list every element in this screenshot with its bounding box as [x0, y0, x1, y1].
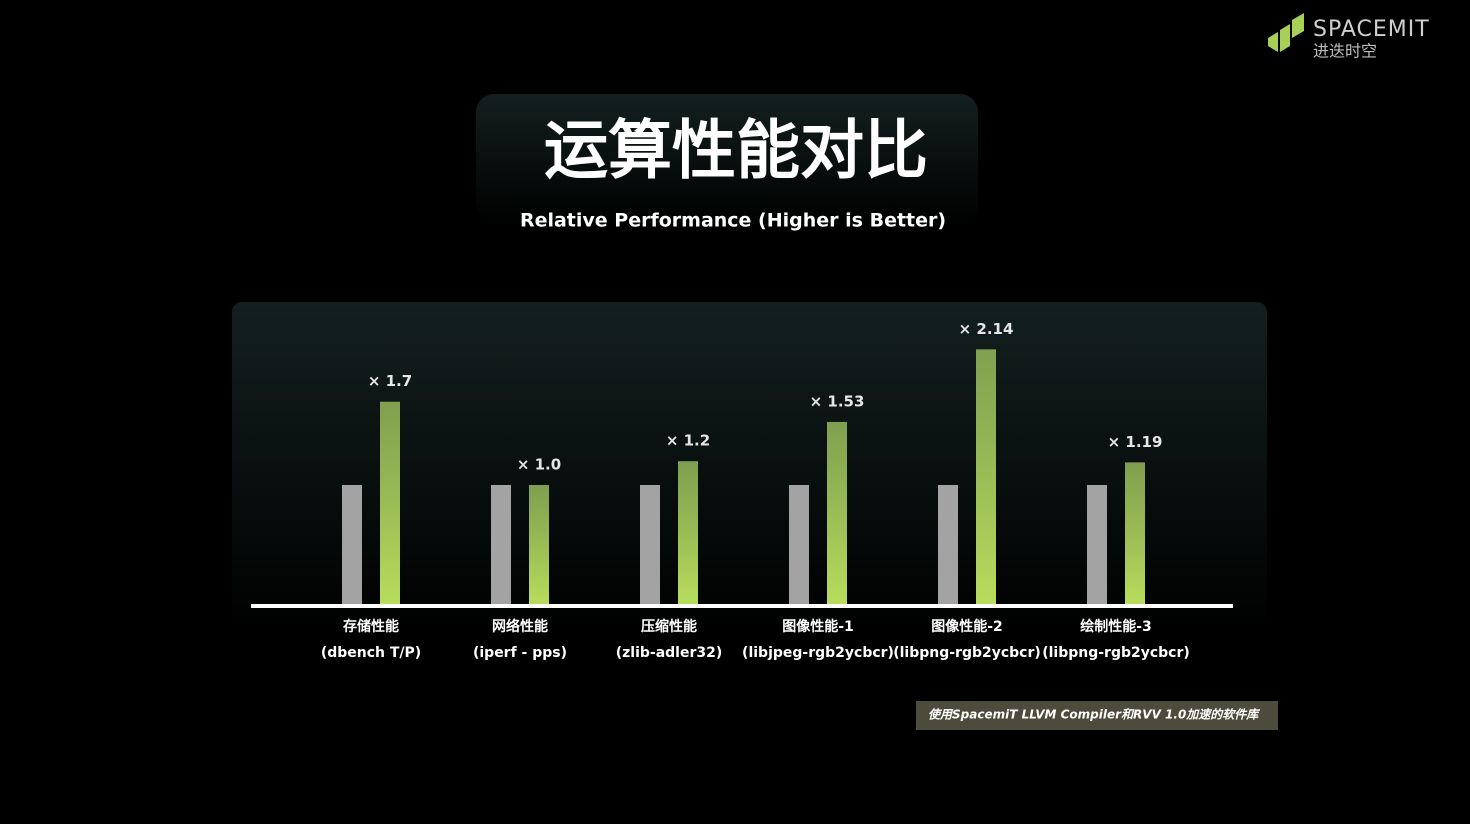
bar — [342, 485, 362, 604]
x-tick-label: (dbench T/P) — [321, 645, 421, 661]
brand-name-cn: 进迭时空 — [1313, 42, 1377, 61]
bar — [529, 485, 549, 604]
chart-panel — [232, 302, 1267, 632]
bar — [789, 485, 809, 604]
chart-subtitle: Relative Performance (Higher is Better) — [520, 210, 946, 232]
bar — [678, 461, 698, 604]
x-tick-label: (libjpeg-rgb2ycbcr) — [742, 645, 894, 661]
x-tick-label: 网络性能 — [492, 618, 548, 635]
value-label: × 1.7 — [368, 372, 412, 390]
logo: SPACEMIT 进迭时空 — [1268, 13, 1430, 61]
chart-title: 运算性能对比 — [544, 115, 928, 189]
bar — [491, 485, 511, 604]
bar — [1125, 462, 1145, 604]
x-tick-label: 存储性能 — [343, 618, 399, 635]
x-tick-label: (libpng-rgb2ycbcr) — [1042, 645, 1190, 661]
bar — [640, 485, 660, 604]
bar — [976, 349, 996, 604]
x-tick-label: 绘制性能-3 — [1080, 618, 1152, 635]
x-tick-label: 图像性能-2 — [931, 618, 1003, 635]
x-tick-label: (iperf - pps) — [473, 645, 567, 661]
bar — [938, 485, 958, 604]
note-box — [916, 701, 1278, 730]
bar — [380, 401, 400, 604]
x-tick-label: 图像性能-1 — [782, 618, 854, 635]
value-label: × 1.19 — [1108, 433, 1163, 451]
note: 使用SpacemiT LLVM Compiler和RVV 1.0加速的软件库 — [928, 708, 1260, 722]
value-label: × 1.0 — [517, 456, 561, 474]
x-tick-label: (zlib-adler32) — [616, 645, 723, 661]
bar — [1087, 485, 1107, 604]
logo-mark — [1268, 13, 1304, 52]
value-label: × 2.14 — [959, 320, 1014, 338]
value-label: × 1.53 — [810, 392, 865, 410]
bar — [827, 421, 847, 604]
x-tick-label: (libpng-rgb2ycbcr) — [893, 645, 1041, 661]
value-label: × 1.2 — [666, 432, 710, 450]
title-panel — [476, 94, 978, 224]
brand-name: SPACEMIT — [1313, 17, 1430, 42]
x-tick-label: 压缩性能 — [641, 618, 697, 635]
